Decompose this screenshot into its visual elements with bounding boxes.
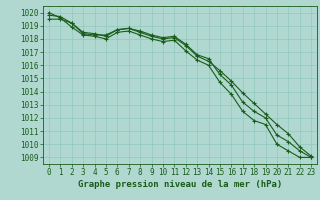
X-axis label: Graphe pression niveau de la mer (hPa): Graphe pression niveau de la mer (hPa)	[78, 180, 282, 189]
